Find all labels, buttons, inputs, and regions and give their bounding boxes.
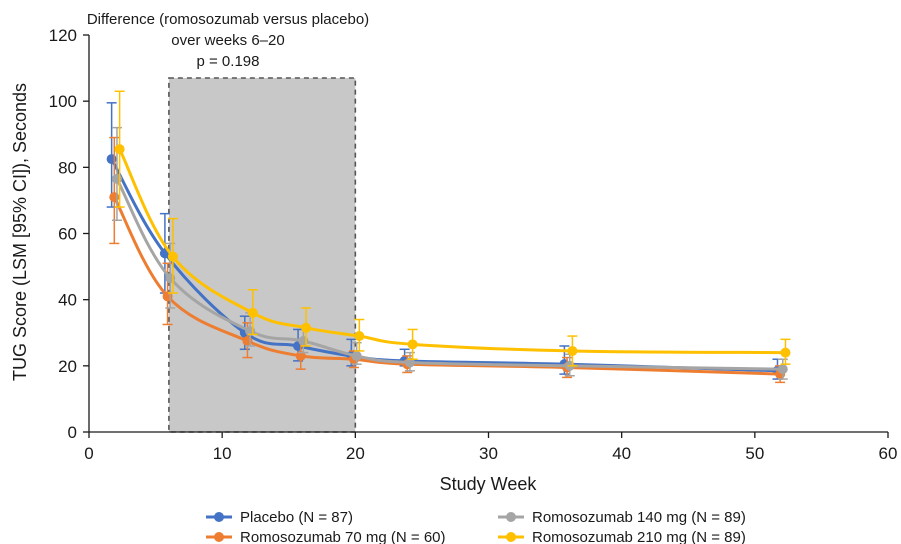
shaded-region-layer [168,77,357,433]
data-point-romo-140[interactable] [165,273,176,284]
legend-marker-romo-140 [506,512,516,522]
data-point-romo-210[interactable] [167,251,178,262]
data-point-romo-210[interactable] [780,347,791,358]
annotation-line-2: over weeks 6–20 [171,32,284,49]
legend-marker-romo-210 [506,532,516,542]
y-tick-label: 40 [58,291,77,310]
y-tick-label: 120 [49,26,77,45]
y-tick-label: 20 [58,357,77,376]
y-tick-label: 100 [49,92,77,111]
axes-layer: 0 10 20 30 40 50 60 0 20 40 60 80 100 120 [49,26,898,463]
legend-label-romo-140: Romosozumab 140 mg (N = 89) [532,509,746,526]
data-point-romo-140[interactable] [777,364,788,375]
data-point-romo-70[interactable] [109,192,120,203]
data-point-romo-140[interactable] [298,336,309,347]
shaded-interval-box [168,77,357,433]
x-tick-label: 60 [879,444,898,463]
legend-item-romo-70[interactable]: Romosozumab 70 mg (N = 60) [206,529,446,544]
data-point-romo-210[interactable] [247,307,258,318]
legend-label-romo-210: Romosozumab 210 mg (N = 89) [532,529,746,544]
x-tick-label: 20 [346,444,365,463]
y-tick-label: 80 [58,158,77,177]
data-point-romo-140[interactable] [404,357,415,368]
legend-marker-romo-70 [214,532,224,542]
legend-label-romo-70: Romosozumab 70 mg (N = 60) [240,529,446,544]
data-point-romo-210[interactable] [354,331,365,342]
data-point-romo-140[interactable] [111,173,122,184]
data-point-placebo[interactable] [106,154,117,165]
x-axis-title: Study Week [440,474,538,494]
data-point-romo-210[interactable] [114,144,125,155]
data-point-romo-70[interactable] [295,350,306,361]
legend-item-placebo[interactable]: Placebo (N = 87) [206,509,353,526]
x-tick-label: 30 [479,444,498,463]
y-tick-label: 60 [58,225,77,244]
y-tick-label: 0 [68,423,77,442]
data-point-romo-140[interactable] [351,350,362,361]
legend-item-romo-210[interactable]: Romosozumab 210 mg (N = 89) [498,529,746,544]
x-tick-label: 40 [612,444,631,463]
data-point-romo-210[interactable] [407,339,418,350]
data-point-romo-210[interactable] [301,322,312,333]
series-layer [106,90,791,384]
data-point-romo-210[interactable] [567,345,578,356]
data-point-romo-70[interactable] [242,336,253,347]
legend-item-romo-140[interactable]: Romosozumab 140 mg (N = 89) [498,509,746,526]
legend-label-placebo: Placebo (N = 87) [240,509,353,526]
y-axis-title: TUG Score (LSM [95% CI]), Seconds [10,83,30,381]
legend-marker-placebo [214,512,224,522]
x-tick-label: 10 [213,444,232,463]
x-tick-label: 50 [745,444,764,463]
annotation-line-3: p = 0.198 [197,53,260,70]
annotation: Difference (romosozumab versus placebo) … [87,11,369,70]
annotation-line-1: Difference (romosozumab versus placebo) [87,11,369,28]
series-romo-210 [114,90,791,367]
x-tick-label: 0 [84,444,93,463]
legend: Placebo (N = 87) Romosozumab 70 mg (N = … [206,509,746,544]
